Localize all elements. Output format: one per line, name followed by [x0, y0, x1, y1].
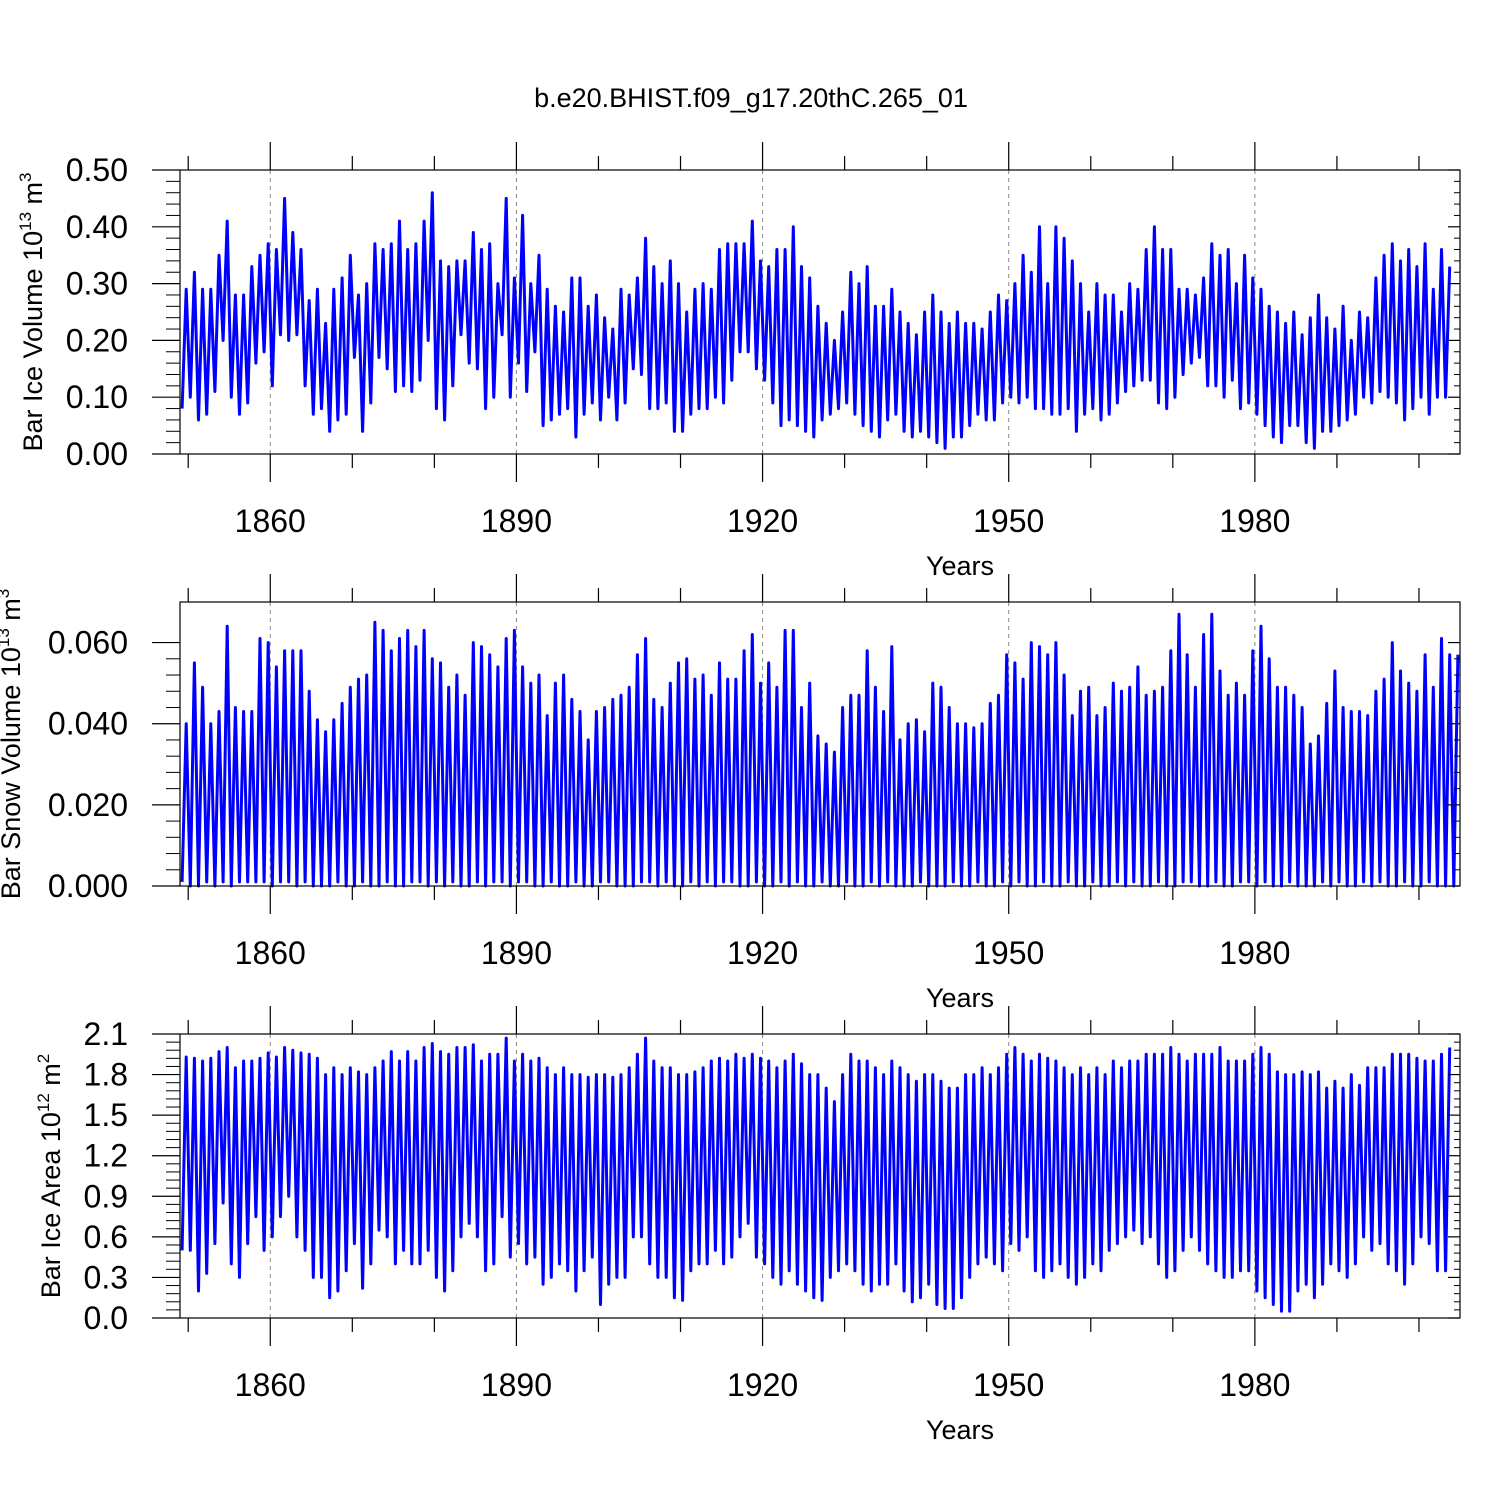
y-tick-label: 0.9 [84, 1178, 128, 1214]
y-tick-label: 0.40 [66, 209, 128, 245]
y-axis-title: Bar Ice Area 1012 m2 [34, 1054, 66, 1299]
y-tick-label: 2.1 [84, 1016, 128, 1052]
ice-volume-series-line [180, 191, 1452, 450]
plot-frame [179, 169, 1461, 455]
x-tick-label: 1890 [481, 503, 552, 539]
x-tick-label: 1950 [973, 503, 1044, 539]
y-tick-label: 0.3 [84, 1259, 128, 1295]
x-tick-label: 1920 [727, 935, 798, 971]
y-tick-label: 1.8 [84, 1057, 128, 1093]
y-tick-label: 0.10 [66, 379, 128, 415]
x-tick-label: 1950 [973, 935, 1044, 971]
y-tick-label: 0.020 [48, 787, 128, 823]
y-tick-label: 0.0 [84, 1300, 128, 1336]
x-axis-title: Years [926, 551, 994, 581]
x-tick-label: 1980 [1219, 1367, 1290, 1403]
x-tick-label: 1920 [727, 503, 798, 539]
snow-volume-series-line [180, 612, 1460, 888]
x-tick-label: 1980 [1219, 935, 1290, 971]
x-axis-title: Years [926, 1415, 994, 1445]
snow-volume-panel: 0.000 0.020 0.040 0.060 1860 1890 1920 1950 1980… [0, 574, 1461, 1013]
x-tick-label: 1950 [973, 1367, 1044, 1403]
x-tick-label: 1860 [235, 503, 306, 539]
x-tick-label: 1860 [235, 935, 306, 971]
x-tick-label: 1920 [727, 1367, 798, 1403]
plot-frame [179, 601, 1461, 887]
y-tick-label: 0.060 [48, 625, 128, 661]
y-tick-label: 1.2 [84, 1138, 128, 1174]
figure-title: b.e20.BHIST.f09_g17.20thC.265_01 [534, 83, 968, 113]
plot-frame [179, 1033, 1461, 1319]
y-tick-label: 0.000 [48, 868, 128, 904]
ice-volume-panel: 0.00 0.10 0.20 0.30 0.40 0.50 1860 1890 1920 1950… [16, 142, 1461, 581]
y-axis-title: Bar Snow Volume 1013 m3 [0, 589, 26, 900]
y-tick-label: 0.50 [66, 152, 128, 188]
y-tick-label: 0.6 [84, 1219, 128, 1255]
x-tick-label: 1860 [235, 1367, 306, 1403]
y-tick-label: 0.20 [66, 322, 128, 358]
y-tick-label: 0.00 [66, 436, 128, 472]
x-tick-label: 1890 [481, 1367, 552, 1403]
y-axis-title: Bar Ice Volume 1013 m3 [16, 172, 48, 451]
x-axis-title: Years [926, 983, 994, 1013]
ice-area-panel: 0.0 0.3 0.6 0.9 1.2 1.5 1.8 2.1 1860 1890 1920 1950… [34, 1006, 1461, 1445]
x-tick-label: 1890 [481, 935, 552, 971]
y-tick-label: 0.30 [66, 266, 128, 302]
ice-area-series-line [180, 1036, 1452, 1313]
chart-panels: 0.00 0.10 0.20 0.30 0.40 0.50 1860 1890 1920 1950… [0, 142, 1461, 1445]
x-tick-label: 1980 [1219, 503, 1290, 539]
y-tick-label: 1.5 [84, 1097, 128, 1133]
y-tick-label: 0.040 [48, 706, 128, 742]
